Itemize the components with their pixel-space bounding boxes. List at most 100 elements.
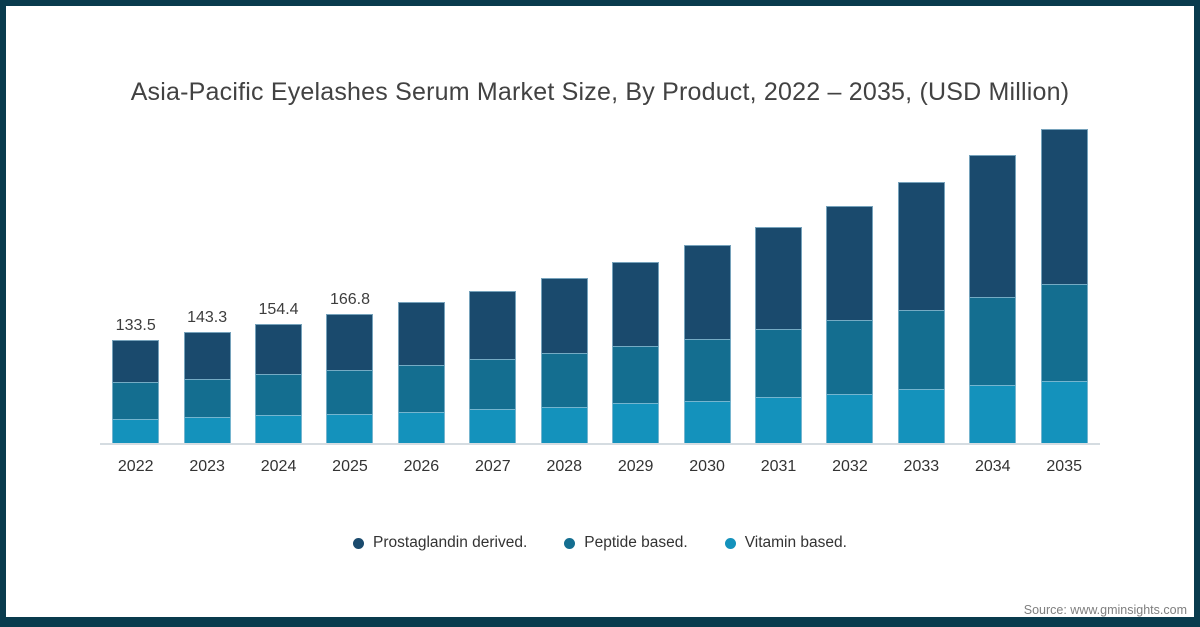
bar-segment-peptide	[540, 352, 588, 407]
plot-area: 133.5 143.3 154.4 166.8	[100, 103, 1100, 443]
bar-group: 154.4	[255, 103, 303, 443]
bar-group	[969, 103, 1017, 443]
x-axis-label: 2026	[403, 458, 440, 475]
bar-segment-prostaglandin	[897, 181, 945, 310]
bar-segment-vitamin	[183, 416, 231, 443]
bar-group	[612, 103, 660, 443]
x-axis-label: 2033	[903, 458, 940, 475]
bar-stack	[826, 205, 874, 443]
bar-segment-prostaglandin	[540, 277, 588, 353]
x-axis-label: 2034	[974, 458, 1011, 475]
x-axis-label: 2029	[617, 458, 654, 475]
bar-group: 143.3	[183, 103, 231, 443]
legend-label: Vitamin based.	[744, 534, 847, 551]
bar-group	[540, 103, 588, 443]
bar-value-label: 154.4	[258, 300, 299, 318]
bar-segment-peptide	[397, 365, 445, 412]
bar-segment-peptide	[469, 358, 517, 409]
bar-group	[683, 103, 731, 443]
bar-segment-vitamin	[397, 411, 445, 443]
bar-group	[897, 103, 945, 443]
bar-segment-vitamin	[469, 408, 517, 443]
bar-segment-prostaglandin	[683, 245, 731, 339]
bar-segment-peptide	[612, 346, 660, 404]
bar-segment-vitamin	[683, 400, 731, 443]
bar-segment-peptide	[826, 319, 874, 394]
bar-segment-prostaglandin	[969, 155, 1017, 297]
bar-segment-peptide	[326, 369, 374, 414]
legend-item: Peptide based.	[564, 534, 688, 552]
bar-segment-vitamin	[897, 388, 945, 443]
bar-segment-prostaglandin	[1040, 128, 1088, 285]
bar-value-label: 166.8	[329, 291, 370, 309]
bar-group	[755, 103, 802, 443]
legend-label: Prostaglandin derived.	[373, 534, 528, 551]
bar-stack	[1040, 128, 1088, 443]
bar-segment-vitamin	[540, 406, 588, 443]
source-text: Source: www.gminsights.com	[1023, 603, 1187, 617]
chart-title: Asia-Pacific Eyelashes Serum Market Size…	[130, 78, 1070, 106]
bar-stack	[255, 323, 303, 443]
legend-dot-icon	[353, 537, 365, 549]
bar-segment-vitamin	[1040, 380, 1088, 443]
bar-segment-prostaglandin	[326, 314, 374, 370]
bar-stack	[540, 277, 588, 443]
bar-group	[469, 103, 517, 443]
bar-segment-vitamin	[969, 385, 1017, 443]
bar-stack	[397, 302, 445, 443]
x-axis-label: 2025	[332, 458, 368, 475]
legend: Prostaglandin derived. Peptide based. Vita…	[6, 534, 1194, 552]
bar-value-label: 143.3	[187, 309, 228, 327]
bar-segment-prostaglandin	[255, 323, 303, 375]
bar-stack	[112, 339, 160, 443]
x-axis-label: 2030	[689, 458, 725, 475]
bar-segment-vitamin	[112, 418, 160, 443]
x-axis-labels: 2022 2023 2024 2025 2026 2027 2028 2029 2030 2031…	[100, 458, 1100, 476]
bar-segment-vitamin	[255, 415, 303, 443]
bar-segment-prostaglandin	[469, 290, 517, 359]
bar-segment-vitamin	[755, 397, 802, 443]
x-axis-label: 2035	[1046, 458, 1082, 475]
bar-group	[397, 103, 445, 443]
legend-dot-icon	[724, 537, 736, 549]
x-axis-label: 2027	[475, 458, 511, 475]
x-axis-label: 2023	[189, 458, 225, 475]
bar-segment-prostaglandin	[826, 205, 874, 320]
bar-segment-peptide	[897, 309, 945, 389]
bar-segment-peptide	[969, 296, 1017, 386]
x-axis-label: 2024	[260, 458, 297, 475]
bar-group: 133.5	[112, 103, 160, 443]
bar-stack	[183, 332, 231, 443]
bar-segment-peptide	[112, 382, 160, 419]
x-axis-label: 2028	[546, 458, 583, 475]
bar-segment-peptide	[1040, 284, 1088, 381]
legend-label: Peptide based.	[584, 534, 688, 551]
bar-segment-prostaglandin	[112, 339, 160, 383]
bar-segment-vitamin	[612, 403, 660, 443]
bar-segment-peptide	[183, 378, 231, 417]
bar-segment-peptide	[755, 329, 802, 398]
legend-item: Prostaglandin derived.	[353, 534, 527, 552]
bar-group	[1040, 103, 1088, 443]
bar-group: 166.8	[326, 103, 374, 443]
bar-stack	[326, 314, 374, 443]
bar-stack	[612, 262, 660, 443]
bar-segment-vitamin	[826, 393, 874, 443]
bar-segment-prostaglandin	[755, 227, 802, 330]
x-axis-label: 2022	[117, 458, 154, 475]
legend-dot-icon	[564, 537, 576, 549]
x-axis-line	[100, 443, 1100, 445]
legend-item: Vitamin based.	[724, 534, 847, 552]
bar-segment-peptide	[255, 374, 303, 416]
bar-stack	[469, 290, 517, 443]
bar-segment-prostaglandin	[612, 262, 660, 347]
bar-segment-prostaglandin	[397, 302, 445, 366]
x-axis-label: 2032	[832, 458, 868, 475]
bar-group	[826, 103, 874, 443]
bar-segment-peptide	[683, 338, 731, 401]
bar-stack	[683, 245, 731, 443]
bar-stack	[755, 227, 802, 443]
bar-segment-prostaglandin	[183, 332, 231, 379]
bar-stack	[897, 181, 945, 443]
